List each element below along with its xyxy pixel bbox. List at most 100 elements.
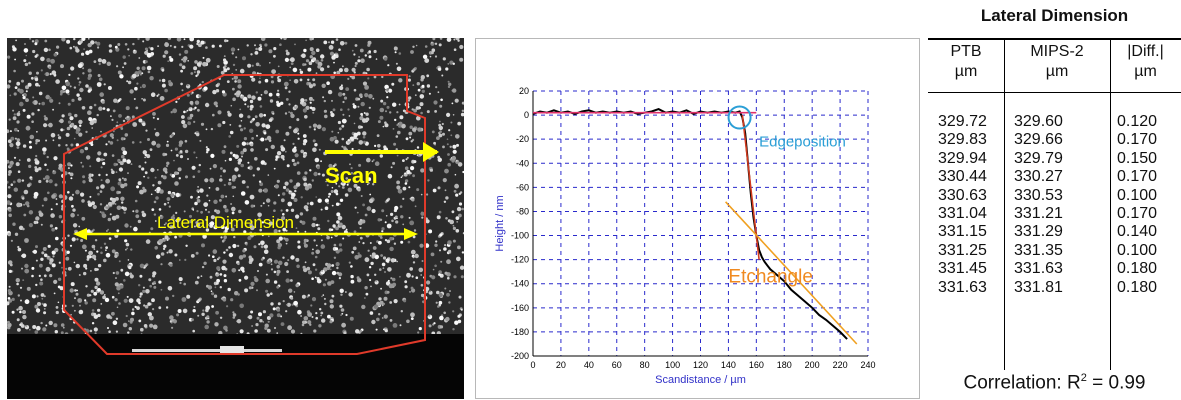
- sem-grain: [60, 323, 65, 327]
- sem-grain: [248, 255, 252, 259]
- sem-grain: [73, 137, 76, 140]
- sem-grain: [268, 235, 270, 238]
- sem-grain: [69, 85, 72, 88]
- sem-grain: [323, 109, 327, 113]
- sem-grain: [379, 154, 383, 158]
- sem-grain: [336, 220, 340, 224]
- sem-grain: [24, 268, 30, 274]
- sem-grain: [417, 88, 421, 92]
- sem-grain: [193, 120, 196, 123]
- sem-grain: [229, 151, 233, 155]
- sem-grain: [107, 228, 109, 231]
- sem-grain: [327, 195, 330, 198]
- sem-grain: [107, 86, 112, 90]
- sem-grain: [67, 266, 72, 271]
- sem-grain: [304, 186, 310, 191]
- sem-grain: [51, 194, 56, 199]
- sem-grain: [51, 263, 56, 268]
- sem-grain: [141, 72, 144, 75]
- sem-grain: [205, 208, 207, 211]
- sem-grain: [226, 305, 229, 308]
- sem-grain: [241, 141, 247, 146]
- sem-grain: [25, 98, 29, 102]
- sem-grain: [460, 275, 464, 279]
- sem-grain: [270, 302, 274, 306]
- sem-grain: [321, 295, 323, 298]
- sem-grain: [168, 56, 172, 59]
- sem-grain: [168, 80, 172, 84]
- sem-grain: [97, 308, 101, 312]
- sem-grain: [415, 276, 419, 279]
- sem-grain: [389, 111, 392, 114]
- sem-grain: [12, 47, 17, 52]
- sem-grain: [179, 150, 183, 153]
- sem-grain: [304, 63, 307, 66]
- sem-grain: [266, 135, 272, 141]
- sem-grain: [330, 111, 333, 114]
- sem-grain: [43, 197, 48, 202]
- sem-grain: [166, 140, 169, 143]
- sem-grain: [141, 66, 146, 71]
- sem-grain: [411, 108, 414, 111]
- sem-grain: [201, 265, 205, 269]
- sem-grain: [152, 271, 157, 276]
- sem-grain: [35, 283, 38, 287]
- sem-grain: [363, 112, 366, 114]
- sem-grain: [430, 252, 435, 257]
- sem-grain: [303, 243, 308, 248]
- y-tick-label: -180: [511, 327, 529, 337]
- sem-grain: [167, 201, 170, 204]
- sem-grain: [294, 189, 297, 193]
- sem-grain: [126, 247, 129, 250]
- sem-grain: [237, 262, 240, 266]
- sem-grain: [75, 292, 79, 296]
- sem-grain: [115, 277, 117, 279]
- sem-grain: [251, 325, 254, 327]
- sem-grain: [205, 128, 208, 131]
- sem-grain: [276, 332, 279, 334]
- sem-grain: [290, 195, 295, 200]
- sem-grain: [116, 65, 119, 68]
- sem-grain: [255, 47, 258, 51]
- sem-grain: [212, 164, 217, 169]
- sem-dark-base: [7, 334, 464, 399]
- chart-axes: [532, 91, 868, 357]
- sem-grain: [7, 232, 11, 237]
- sem-grain: [305, 39, 307, 42]
- sem-grain: [297, 240, 301, 244]
- sem-grain: [54, 226, 58, 230]
- x-axis-label: Scandistance / µm: [655, 374, 746, 386]
- sem-grain: [85, 130, 88, 134]
- sem-grain: [170, 133, 174, 137]
- sem-grain: [270, 268, 274, 271]
- sem-grain: [7, 186, 11, 189]
- sem-grain: [333, 71, 337, 75]
- sem-grain: [189, 100, 194, 105]
- y-tick-label: -80: [516, 206, 529, 216]
- sem-grain: [88, 173, 93, 177]
- sem-grain: [338, 222, 343, 227]
- sem-grain: [230, 227, 235, 232]
- sem-grain: [276, 239, 281, 244]
- sem-grain: [341, 322, 346, 328]
- sem-grain: [104, 294, 106, 296]
- sem-grain: [173, 171, 178, 176]
- sem-grain: [396, 111, 399, 114]
- sem-grain: [325, 180, 327, 183]
- sem-grain: [44, 163, 47, 167]
- sem-grain: [235, 56, 238, 59]
- sem-grain: [420, 293, 425, 298]
- sem-grain: [364, 85, 369, 90]
- sem-grain: [312, 248, 314, 251]
- sem-grain: [447, 80, 450, 83]
- sem-grain: [127, 172, 129, 175]
- sem-grain: [176, 217, 181, 222]
- sem-grain: [86, 255, 91, 259]
- sem-grain: [20, 299, 22, 302]
- table-cell: 329.72: [938, 113, 987, 130]
- sem-grain: [198, 94, 202, 98]
- sem-grain: [78, 119, 83, 125]
- sem-grain: [391, 219, 394, 223]
- sem-grain: [121, 146, 126, 152]
- sem-grain: [193, 151, 196, 154]
